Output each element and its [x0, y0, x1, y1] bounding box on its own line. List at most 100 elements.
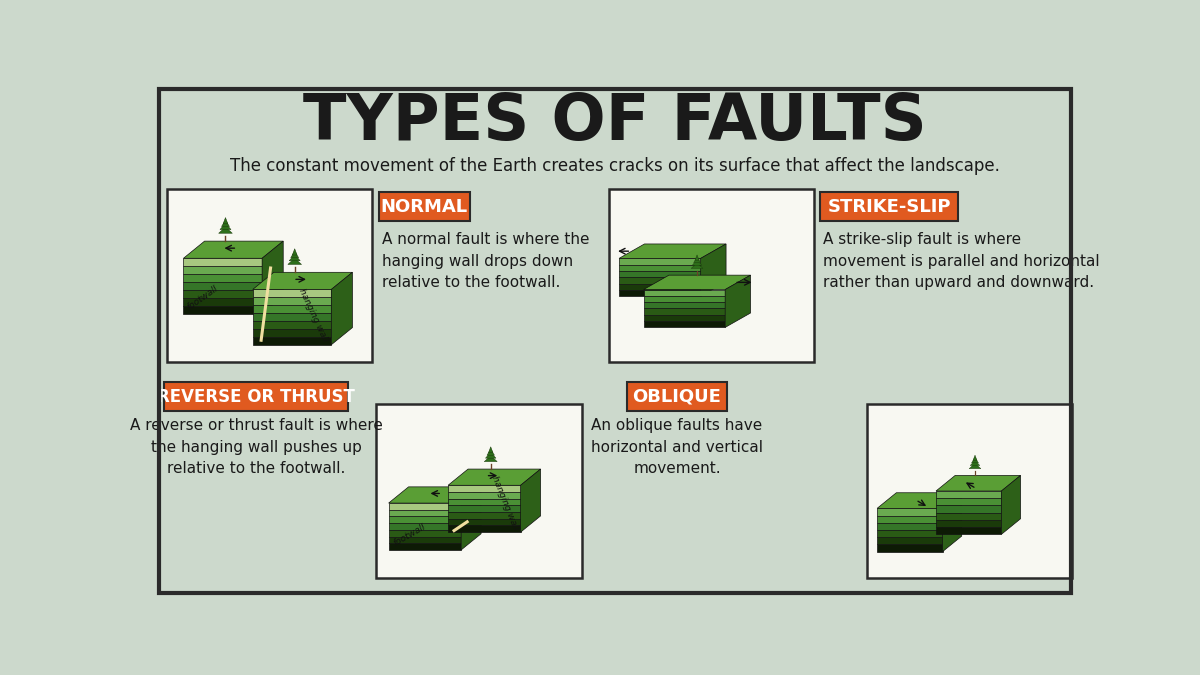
Polygon shape — [488, 447, 493, 453]
Polygon shape — [288, 258, 301, 265]
Polygon shape — [936, 475, 1020, 491]
Polygon shape — [253, 305, 331, 313]
Polygon shape — [223, 217, 228, 224]
Polygon shape — [643, 315, 725, 321]
Polygon shape — [448, 512, 521, 519]
FancyBboxPatch shape — [167, 189, 372, 362]
Polygon shape — [619, 290, 701, 296]
FancyBboxPatch shape — [377, 404, 582, 578]
Text: A strike-slip fault is where
movement is parallel and horizontal
rather than upw: A strike-slip fault is where movement is… — [823, 232, 1100, 290]
Text: NORMAL: NORMAL — [380, 198, 468, 215]
Text: hanging wall: hanging wall — [298, 288, 330, 343]
Polygon shape — [448, 492, 521, 499]
Polygon shape — [184, 274, 262, 282]
Polygon shape — [389, 503, 461, 510]
Polygon shape — [619, 284, 701, 290]
Polygon shape — [461, 487, 481, 550]
FancyBboxPatch shape — [608, 189, 814, 362]
Polygon shape — [643, 296, 725, 302]
Polygon shape — [643, 321, 725, 327]
Polygon shape — [220, 223, 232, 230]
Polygon shape — [184, 241, 283, 259]
Polygon shape — [184, 259, 262, 266]
Polygon shape — [643, 275, 750, 290]
Polygon shape — [331, 272, 353, 345]
Polygon shape — [253, 329, 331, 337]
FancyBboxPatch shape — [866, 404, 1073, 578]
Polygon shape — [389, 516, 461, 523]
Polygon shape — [184, 266, 262, 274]
Text: An oblique faults have
horizontal and vertical
movement.: An oblique faults have horizontal and ve… — [592, 418, 763, 477]
Polygon shape — [486, 452, 496, 458]
Polygon shape — [619, 277, 701, 284]
Polygon shape — [936, 513, 1001, 520]
Polygon shape — [293, 248, 298, 255]
Polygon shape — [936, 498, 1001, 506]
Polygon shape — [184, 290, 262, 298]
Polygon shape — [448, 485, 521, 492]
Polygon shape — [695, 255, 700, 261]
Polygon shape — [448, 499, 521, 506]
Text: hanging wall: hanging wall — [490, 475, 520, 531]
Polygon shape — [619, 244, 726, 259]
Polygon shape — [448, 525, 521, 532]
Text: STRIKE-SLIP: STRIKE-SLIP — [828, 198, 952, 215]
Polygon shape — [253, 290, 331, 298]
Polygon shape — [691, 263, 703, 269]
Text: TYPES OF FAULTS: TYPES OF FAULTS — [304, 91, 926, 153]
Polygon shape — [725, 275, 750, 327]
FancyBboxPatch shape — [821, 192, 959, 221]
Polygon shape — [877, 516, 942, 523]
Polygon shape — [290, 251, 299, 258]
Polygon shape — [448, 519, 521, 525]
Text: The constant movement of the Earth creates cracks on its surface that affect the: The constant movement of the Earth creat… — [230, 157, 1000, 175]
Polygon shape — [253, 337, 331, 345]
Polygon shape — [184, 306, 262, 314]
Text: footwall: footwall — [391, 522, 427, 547]
Polygon shape — [619, 271, 701, 277]
Polygon shape — [971, 460, 979, 466]
Polygon shape — [936, 491, 1001, 498]
Polygon shape — [487, 450, 494, 455]
Polygon shape — [448, 469, 540, 485]
Polygon shape — [262, 241, 283, 314]
Polygon shape — [701, 244, 726, 296]
Polygon shape — [222, 220, 229, 226]
Polygon shape — [521, 469, 540, 532]
Polygon shape — [643, 308, 725, 315]
FancyBboxPatch shape — [164, 382, 348, 411]
Polygon shape — [619, 259, 701, 265]
Polygon shape — [877, 523, 942, 530]
Polygon shape — [253, 272, 353, 290]
FancyBboxPatch shape — [628, 382, 727, 411]
Polygon shape — [389, 487, 481, 503]
Polygon shape — [942, 493, 961, 551]
Polygon shape — [184, 298, 262, 306]
Polygon shape — [389, 510, 461, 516]
Polygon shape — [877, 530, 942, 537]
Polygon shape — [389, 537, 461, 543]
Polygon shape — [485, 456, 497, 462]
Polygon shape — [877, 508, 942, 516]
Polygon shape — [877, 545, 942, 551]
Text: A normal fault is where the
hanging wall drops down
relative to the footwall.: A normal fault is where the hanging wall… — [382, 232, 589, 290]
Text: REVERSE OR THRUST: REVERSE OR THRUST — [157, 387, 355, 406]
Polygon shape — [936, 506, 1001, 513]
Polygon shape — [694, 257, 701, 263]
Polygon shape — [972, 458, 978, 463]
Polygon shape — [643, 290, 725, 296]
FancyBboxPatch shape — [379, 192, 470, 221]
Text: OBLIQUE: OBLIQUE — [632, 387, 721, 406]
Polygon shape — [936, 527, 1001, 535]
Polygon shape — [619, 265, 701, 271]
Polygon shape — [389, 530, 461, 537]
Text: footwall: footwall — [186, 284, 220, 311]
Polygon shape — [643, 302, 725, 308]
Polygon shape — [389, 523, 461, 530]
Polygon shape — [289, 254, 300, 261]
Polygon shape — [253, 313, 331, 321]
Polygon shape — [184, 282, 262, 290]
Polygon shape — [389, 543, 461, 550]
Polygon shape — [692, 260, 702, 265]
Polygon shape — [970, 463, 980, 468]
